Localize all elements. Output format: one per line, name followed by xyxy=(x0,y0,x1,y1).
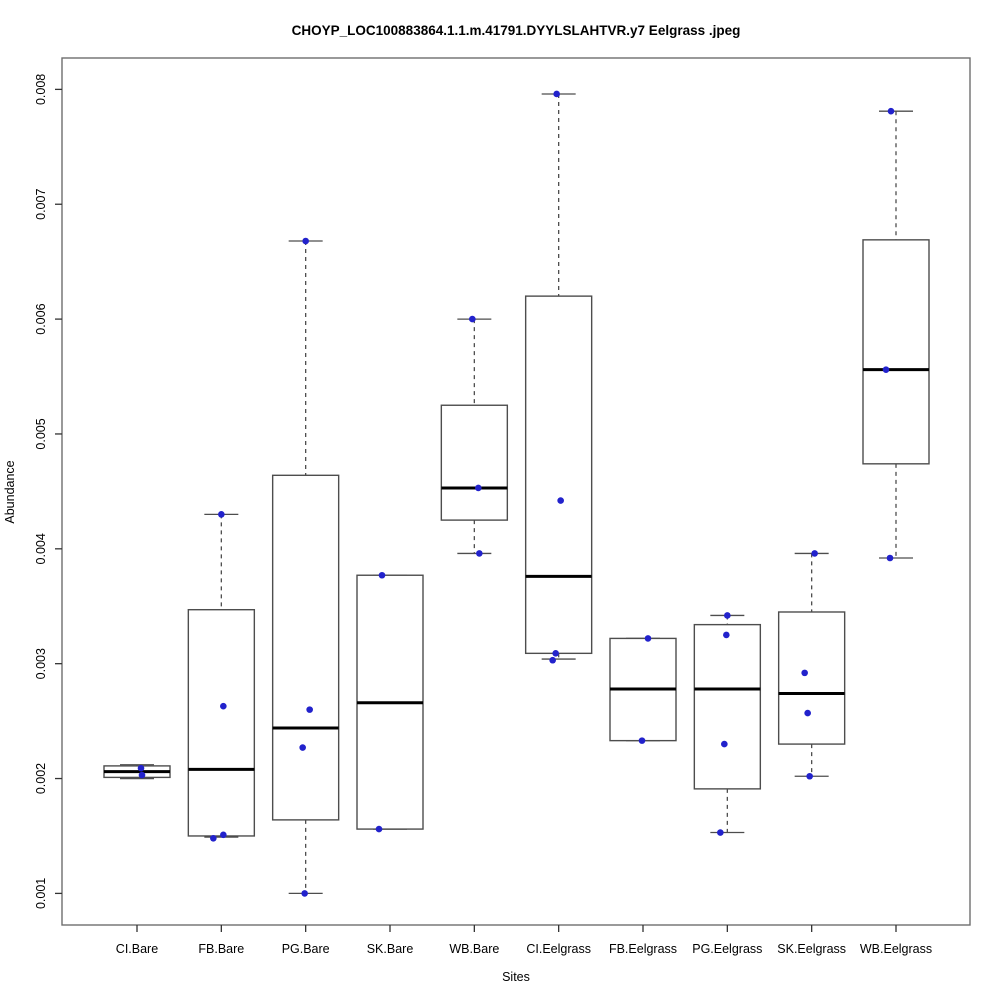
x-tick-label: FB.Eelgrass xyxy=(609,942,677,956)
x-tick-label: SK.Bare xyxy=(367,942,414,956)
data-point xyxy=(882,366,890,373)
y-tick-label: 0.004 xyxy=(34,533,48,564)
x-tick-label: WB.Eelgrass xyxy=(860,942,932,956)
box-PG.Eelgrass xyxy=(693,623,762,790)
data-point xyxy=(806,772,813,780)
y-tick-label: 0.006 xyxy=(34,303,48,334)
x-tick-label: PG.Bare xyxy=(282,942,330,956)
box-WB.Bare xyxy=(440,404,509,521)
y-tick-label: 0.001 xyxy=(34,878,48,909)
data-point xyxy=(220,702,227,710)
data-point xyxy=(553,90,560,98)
box-CI.Eelgrass xyxy=(524,295,593,655)
x-tick-label: PG.Eelgrass xyxy=(692,942,762,956)
x-tick-label: CI.Eelgrass xyxy=(526,942,591,956)
y-axis-label: Abundance xyxy=(3,460,17,523)
data-point xyxy=(644,635,652,642)
y-tick-label: 0.002 xyxy=(34,763,48,794)
data-point xyxy=(306,706,313,713)
y-tick-label: 0.007 xyxy=(34,189,48,220)
data-point xyxy=(721,740,728,748)
data-point xyxy=(220,831,227,839)
data-point xyxy=(811,550,818,557)
x-tick-label: CI.Bare xyxy=(116,942,158,956)
data-point xyxy=(378,571,386,579)
y-tick-label: 0.005 xyxy=(34,418,48,449)
data-point xyxy=(717,829,724,836)
y-tick-label: 0.003 xyxy=(34,648,48,679)
y-tick-label: 0.008 xyxy=(34,74,48,105)
box-SK.Eelgrass xyxy=(777,611,846,745)
data-point xyxy=(724,612,731,619)
data-point xyxy=(137,764,145,772)
data-point xyxy=(375,825,383,833)
data-point xyxy=(476,550,483,557)
data-point xyxy=(210,834,217,842)
chart-title: CHOYP_LOC100883864.1.1.m.41791.DYYLSLAHT… xyxy=(292,23,741,38)
data-point xyxy=(887,107,895,115)
data-point xyxy=(218,511,225,518)
data-point xyxy=(552,650,559,657)
x-axis-label: Sites xyxy=(502,970,530,984)
data-point xyxy=(301,890,308,897)
data-point xyxy=(302,237,309,245)
data-point xyxy=(138,771,146,779)
data-point xyxy=(475,484,482,492)
box-FB.Bare xyxy=(187,608,256,837)
data-point xyxy=(801,669,808,677)
data-point xyxy=(804,709,811,717)
box-PG.Bare xyxy=(271,474,340,821)
data-point xyxy=(886,554,894,562)
data-point xyxy=(723,631,730,639)
box-WB.Eelgrass xyxy=(862,239,930,465)
x-tick-label: SK.Eelgrass xyxy=(777,942,846,956)
data-point xyxy=(469,315,476,323)
plot-frame xyxy=(61,57,971,926)
data-point xyxy=(299,744,306,751)
x-tick-label: WB.Bare xyxy=(449,942,499,956)
data-point xyxy=(638,737,646,744)
plot-area: 0.001 0.002 0.003 0.004 0.005 0.006 0.007 0.008… xyxy=(34,57,971,956)
data-point xyxy=(557,497,564,504)
data-point xyxy=(549,656,556,664)
x-tick-label: FB.Bare xyxy=(198,942,244,956)
